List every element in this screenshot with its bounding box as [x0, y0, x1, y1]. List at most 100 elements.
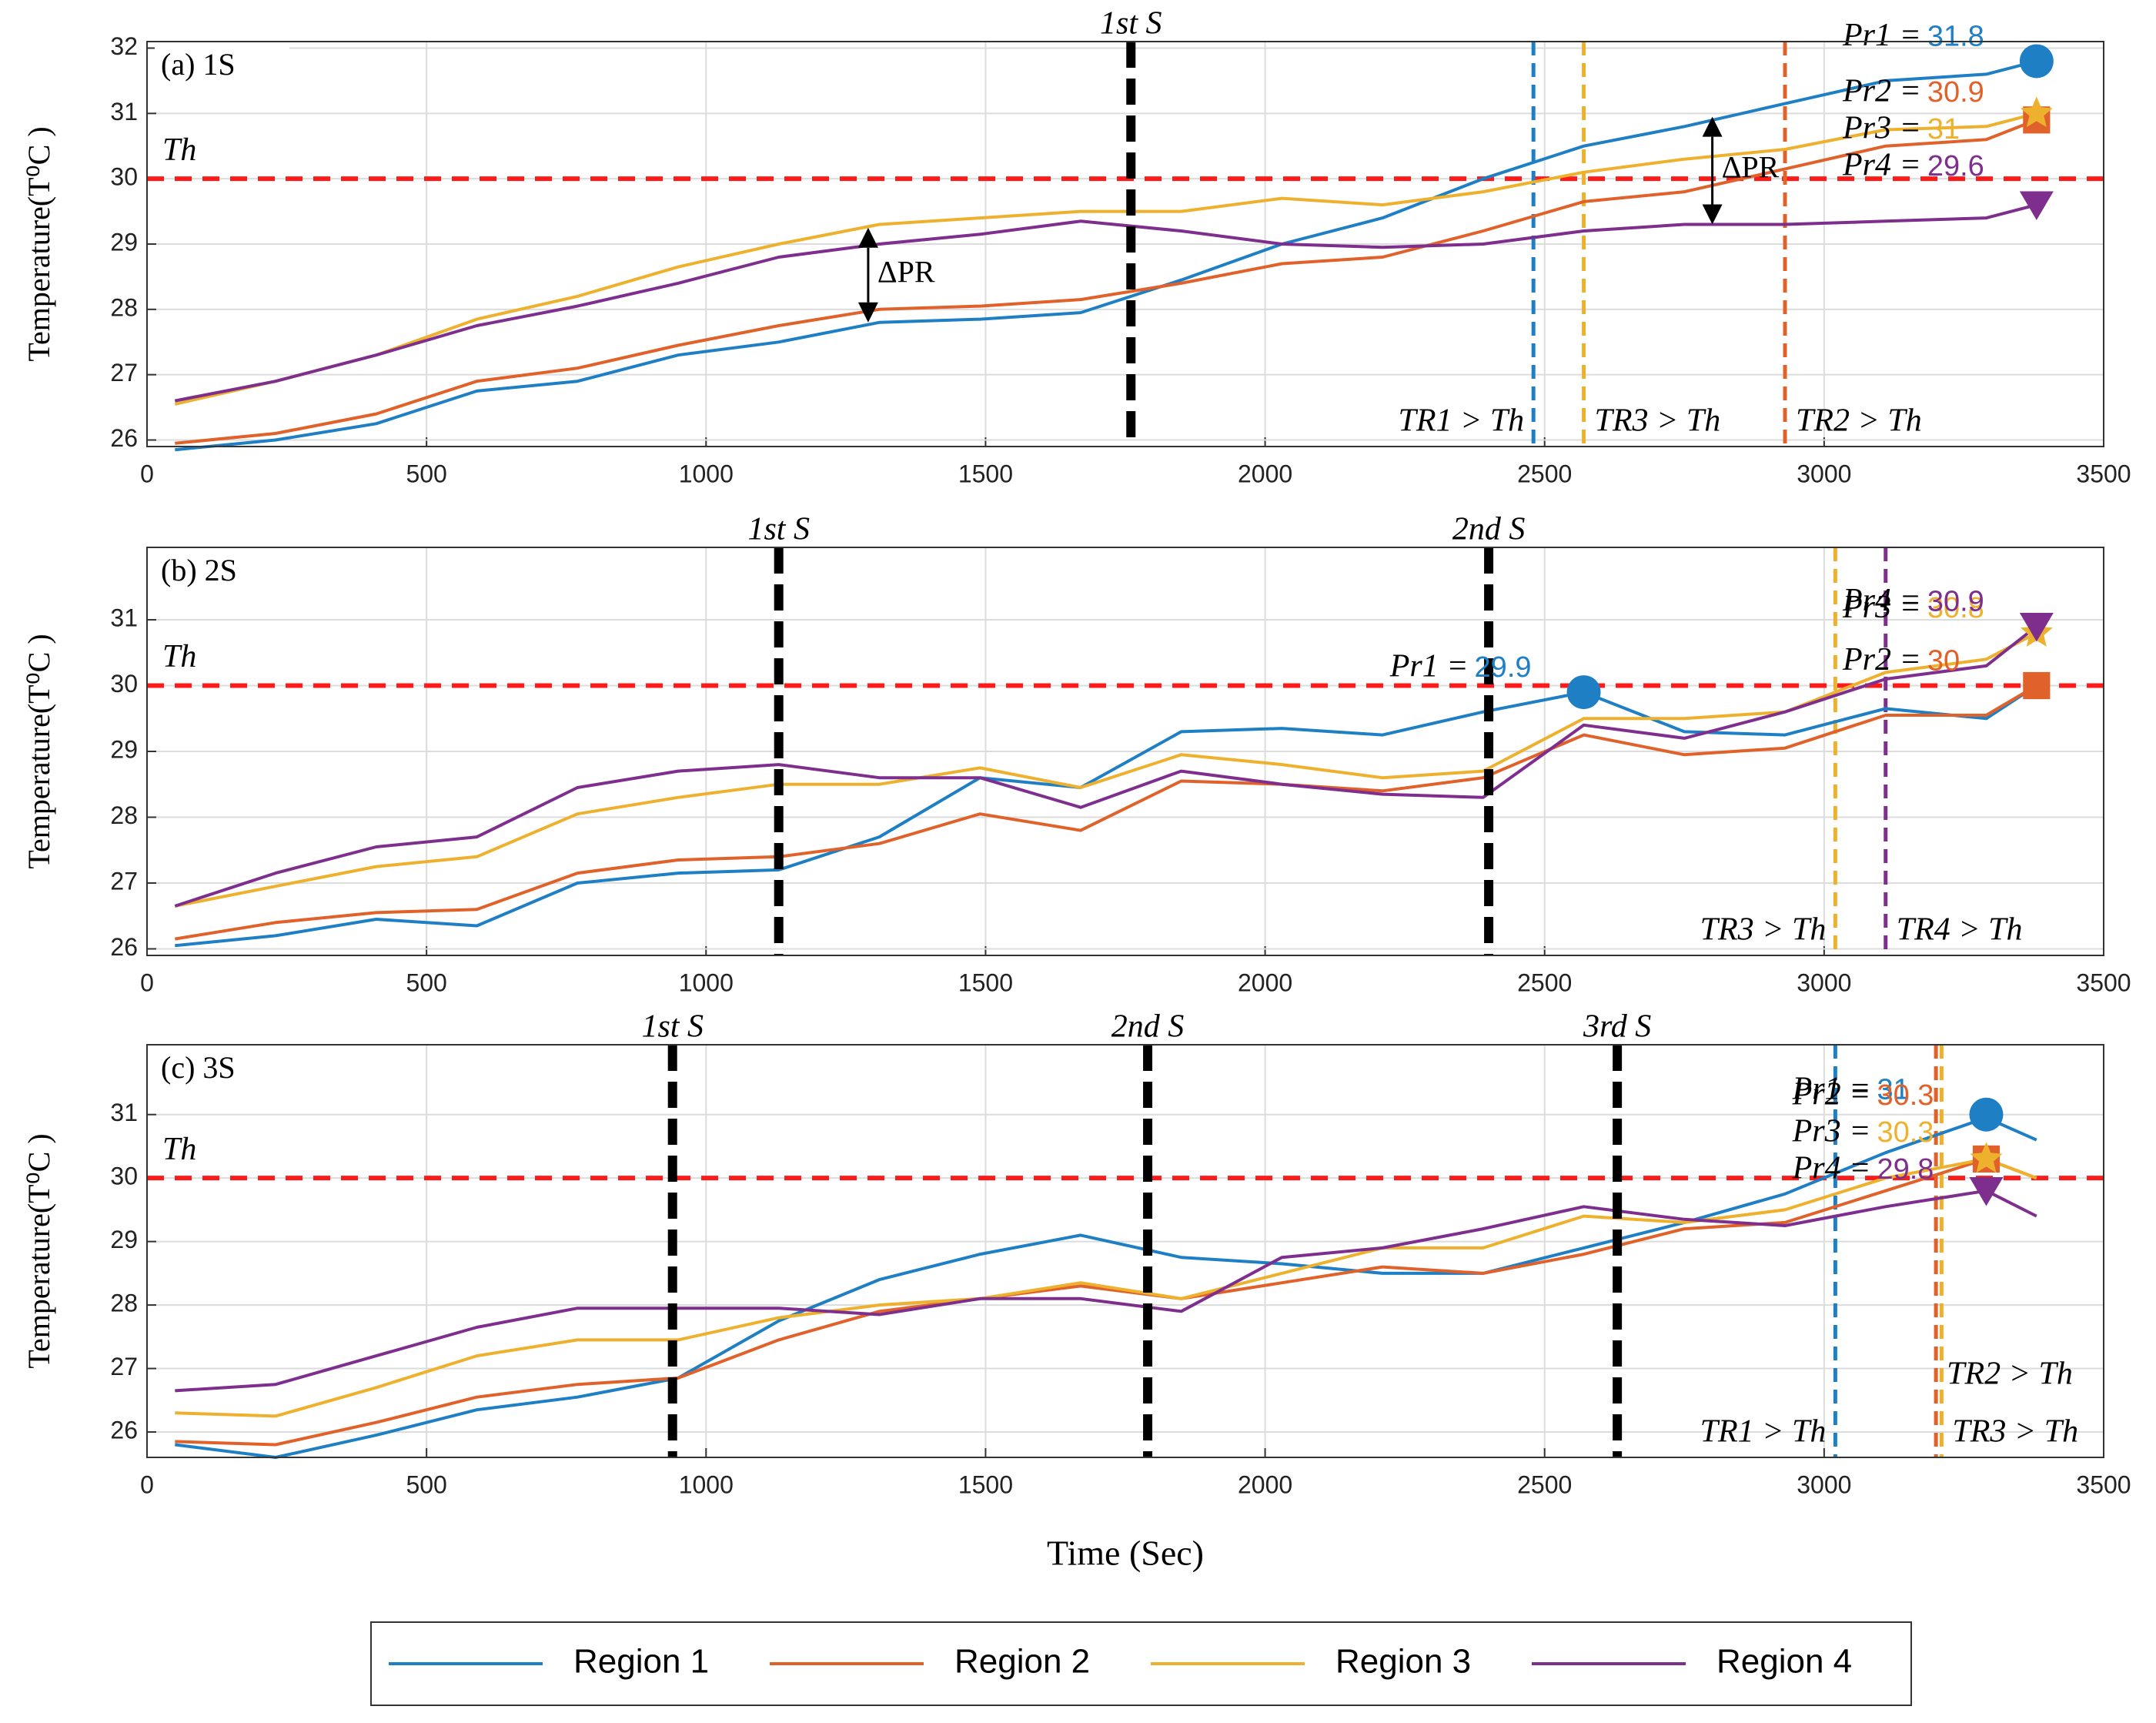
peak-value: 30	[1927, 645, 1960, 677]
plot-frame	[146, 547, 2104, 956]
switch-label: 3rd S	[1583, 1009, 1651, 1045]
panel-title: (a) 1S	[161, 47, 236, 82]
y-tick-label: 29	[110, 735, 138, 763]
legend-label: Region 3	[1335, 1643, 1471, 1681]
marker-star	[1970, 1142, 2003, 1173]
peak-label: Pr4 =	[1842, 148, 1921, 183]
y-axis-label: Temperature(T⁰C )	[22, 126, 56, 361]
peak-value: 30.3	[1877, 1079, 1934, 1112]
crossing-label: TR1 > Th	[1398, 403, 1524, 439]
x-tick-label: 2500	[1517, 460, 1572, 487]
marker-circle	[1566, 675, 1601, 710]
marker-square	[2023, 671, 2051, 700]
series-line	[175, 59, 2037, 452]
peak-value: 29.6	[1927, 150, 1984, 182]
peak-label: Pr2 =	[1842, 642, 1921, 677]
y-tick-label: 31	[110, 1099, 138, 1126]
y-tick-label: 26	[110, 424, 138, 452]
peak-label: Pr2 =	[1792, 1077, 1871, 1112]
y-tick-label: 26	[110, 933, 138, 961]
y-tick-label: 27	[110, 359, 138, 386]
y-tick-label: 32	[110, 32, 138, 60]
peak-value: 30.9	[1927, 76, 1984, 109]
y-tick-label: 30	[110, 163, 138, 191]
peak-label: Pr2 =	[1842, 74, 1921, 109]
x-tick-label: 1000	[679, 969, 734, 996]
threshold-label: Th	[162, 639, 196, 674]
crossing-label: TR3 > Th	[1700, 912, 1827, 948]
x-tick-label: 3000	[1797, 969, 1851, 996]
peak-value: 31	[1877, 1074, 1909, 1106]
switch-label: 1st S	[747, 512, 810, 547]
peak-value: 30.9	[1927, 586, 1984, 618]
y-tick-label: 28	[110, 801, 138, 829]
x-tick-label: 500	[406, 460, 446, 487]
crossing-label: TR3 > Th	[1595, 403, 1721, 439]
marker-star	[2020, 96, 2053, 128]
y-tick-label: 27	[110, 867, 138, 895]
x-axis-label: Time (Sec)	[1047, 1534, 1204, 1573]
y-tick-label: 27	[110, 1353, 138, 1380]
switch-label: 2nd S	[1111, 1009, 1185, 1045]
crossing-label: TR1 > Th	[1700, 1414, 1827, 1450]
peak-value: 29.9	[1475, 651, 1532, 684]
crossing-label: TR3 > Th	[1952, 1414, 2078, 1450]
x-tick-label: 0	[140, 969, 154, 996]
y-tick-label: 26	[110, 1416, 138, 1444]
threshold-label: Th	[162, 132, 196, 168]
y-tick-label: 29	[110, 1226, 138, 1253]
marker-triangle	[2019, 612, 2054, 642]
arrow-head	[857, 302, 878, 323]
marker-circle	[2019, 44, 2054, 79]
peak-label: Pr1 =	[1792, 1071, 1871, 1106]
peak-label: Pr4 =	[1842, 583, 1921, 618]
peak-label: Pr1 =	[1842, 18, 1921, 53]
plot-frame	[146, 41, 2104, 447]
panel-title: (c) 3S	[161, 1050, 236, 1085]
y-tick-label: 30	[110, 1163, 138, 1190]
x-tick-label: 1500	[958, 1470, 1013, 1498]
peak-label: Pr4 =	[1792, 1151, 1871, 1186]
y-tick-label: 28	[110, 293, 138, 321]
x-tick-label: 500	[406, 969, 446, 996]
arrow-head	[857, 227, 878, 248]
series-line	[175, 684, 2037, 948]
marker-circle	[1969, 1097, 2004, 1132]
threshold-label: Th	[162, 1132, 196, 1167]
series-line	[174, 625, 2038, 908]
series-line	[174, 203, 2037, 403]
y-tick-label: 29	[110, 228, 138, 256]
legend-label: Region 2	[954, 1643, 1090, 1681]
x-tick-label: 3500	[2076, 969, 2131, 996]
plot-area	[147, 1045, 2104, 1457]
x-tick-label: 2000	[1238, 460, 1292, 487]
title-bg	[155, 46, 289, 88]
series-line	[175, 118, 2037, 445]
peak-label: Pr3 =	[1842, 590, 1921, 625]
x-tick-label: 1500	[958, 969, 1013, 996]
peak-value: 30.8	[1927, 592, 1984, 624]
series-line	[175, 1189, 2037, 1393]
peak-label: Pr3 =	[1842, 111, 1921, 146]
x-tick-label: 3500	[2076, 1470, 2131, 1498]
plot-frame	[146, 1044, 2104, 1458]
series-line	[174, 631, 2037, 908]
panel-title: (b) 2S	[161, 553, 237, 587]
y-tick-label: 30	[110, 670, 138, 698]
y-axis-label: Temperature(T⁰C )	[22, 1133, 56, 1368]
x-tick-label: 0	[140, 460, 154, 487]
y-tick-label: 28	[110, 1290, 138, 1317]
x-tick-label: 3500	[2076, 460, 2131, 487]
x-tick-label: 1000	[679, 1470, 734, 1498]
series-line	[175, 1157, 2037, 1418]
title-bg	[155, 552, 289, 594]
switch-label: 1st S	[641, 1009, 704, 1045]
x-tick-label: 500	[406, 1470, 446, 1498]
legend-label: Region 1	[573, 1643, 709, 1681]
x-tick-label: 2000	[1238, 1470, 1292, 1498]
x-tick-label: 2500	[1517, 1470, 1572, 1498]
peak-value: 31	[1927, 113, 1960, 146]
arrow-head	[1702, 116, 1723, 137]
x-tick-label: 2000	[1238, 969, 1292, 996]
